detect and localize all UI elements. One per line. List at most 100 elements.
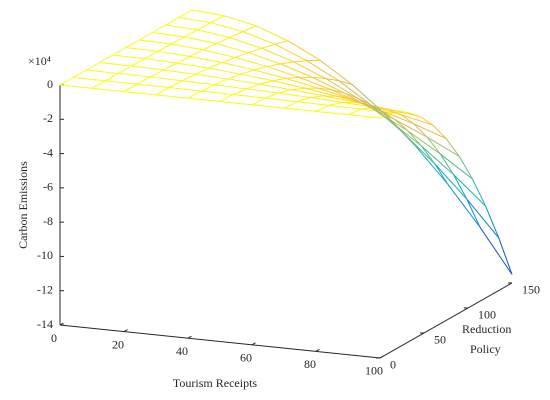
- mesh-edge: [214, 84, 247, 90]
- mesh-edge: [283, 107, 317, 112]
- mesh-edge: [283, 101, 298, 109]
- mesh-edge: [297, 97, 311, 103]
- mesh-edge: [125, 39, 140, 48]
- mesh-edge: [317, 87, 351, 100]
- mesh-edge: [408, 131, 422, 147]
- mesh-edge: [214, 78, 228, 86]
- mesh-edge: [72, 69, 87, 78]
- mesh-edge: [169, 87, 202, 92]
- x-tick: [379, 355, 384, 359]
- mesh-edge: [285, 77, 319, 89]
- mesh-edge: [485, 205, 500, 239]
- x-tick: [123, 329, 128, 333]
- mesh-edge: [118, 72, 151, 78]
- mesh-edge: [210, 15, 225, 24]
- mesh-edge: [330, 89, 364, 105]
- mesh-edge: [229, 31, 244, 39]
- x-tick-label: 100: [365, 364, 383, 378]
- mesh-edge: [150, 69, 164, 78]
- mesh-edge: [184, 36, 217, 45]
- mesh-edge: [150, 76, 183, 82]
- mesh-edge: [325, 78, 339, 82]
- mesh-edge: [304, 87, 337, 97]
- mesh-edge: [136, 76, 151, 85]
- mesh-edge: [203, 49, 236, 58]
- mesh-edge: [182, 80, 215, 86]
- mesh-edge: [233, 88, 247, 95]
- mesh-edge: [291, 89, 324, 97]
- mesh-edge: [165, 24, 198, 31]
- mesh-edge: [99, 62, 132, 67]
- mesh-edge: [253, 66, 268, 71]
- mesh-edge: [59, 84, 93, 89]
- mesh-edge: [400, 114, 415, 125]
- mesh-edge: [319, 59, 353, 85]
- mesh-edge: [351, 84, 385, 114]
- mesh-edge: [235, 52, 249, 58]
- mesh-edge: [259, 80, 273, 85]
- x-tick: [315, 348, 320, 352]
- mesh-edge: [112, 47, 127, 56]
- x-tick: [187, 335, 192, 339]
- mesh-edge: [221, 56, 236, 63]
- mesh-edge: [191, 9, 225, 17]
- mesh-edge: [255, 25, 289, 42]
- mesh-edge: [137, 83, 170, 89]
- mesh-edge: [347, 114, 381, 119]
- mesh-edge: [155, 94, 189, 99]
- mesh-edge: [267, 63, 281, 68]
- z-tick-label: -4: [43, 145, 53, 159]
- mesh-edge: [240, 73, 273, 82]
- mesh-edge: [189, 49, 204, 57]
- mesh-edge: [165, 17, 180, 26]
- mesh-edge: [240, 69, 255, 75]
- mesh-edge: [176, 62, 209, 69]
- mesh-edge: [216, 37, 230, 45]
- mesh-edge: [471, 178, 487, 207]
- mesh-edge: [272, 80, 305, 89]
- mesh-edge: [297, 101, 330, 106]
- z-tick-label: -6: [43, 180, 53, 194]
- mesh-edge: [400, 114, 433, 126]
- mesh-edge: [285, 76, 300, 79]
- mesh-edge: [123, 91, 157, 96]
- y-axis-label: Reduction: [462, 322, 511, 336]
- mesh-edge: [293, 60, 307, 63]
- mesh-edge: [419, 115, 434, 126]
- mesh-edge: [187, 90, 202, 99]
- mesh-edge: [123, 83, 138, 93]
- mesh-edge: [253, 69, 287, 79]
- mesh-edge: [466, 198, 500, 239]
- mesh-edge: [387, 108, 420, 117]
- mesh-edge: [265, 92, 279, 99]
- mesh-edge: [189, 56, 223, 64]
- mesh-edge: [413, 123, 428, 138]
- z-tick-label: -2: [43, 111, 53, 125]
- x-tick-label: 60: [240, 351, 252, 365]
- mesh-edge: [157, 43, 172, 52]
- z-tick-label: -14: [37, 317, 53, 331]
- mesh-edge: [197, 22, 212, 31]
- mesh-edge: [73, 77, 106, 82]
- y-axis: [379, 282, 513, 359]
- z-tick-label: -8: [43, 214, 53, 228]
- mesh-edge: [453, 174, 486, 207]
- mesh-edge: [310, 95, 324, 99]
- mesh-edge: [163, 69, 196, 75]
- y-axis-label: Policy: [470, 342, 501, 356]
- mesh-edge: [144, 58, 177, 64]
- mesh-edge: [261, 47, 294, 63]
- mesh-edge: [235, 56, 268, 68]
- z-tick-label: -12: [37, 282, 53, 296]
- z-tick-label: 0: [47, 77, 53, 91]
- mesh-edge: [168, 80, 183, 89]
- mesh-edge: [152, 24, 166, 33]
- mesh-edge: [408, 130, 441, 155]
- mesh-edge: [458, 156, 473, 180]
- mesh-edge: [221, 62, 255, 71]
- mesh-edge: [265, 97, 298, 103]
- mesh-edge: [426, 136, 460, 157]
- mesh-edge: [299, 76, 332, 91]
- mesh-edge: [163, 62, 178, 71]
- mesh-edge: [104, 73, 119, 82]
